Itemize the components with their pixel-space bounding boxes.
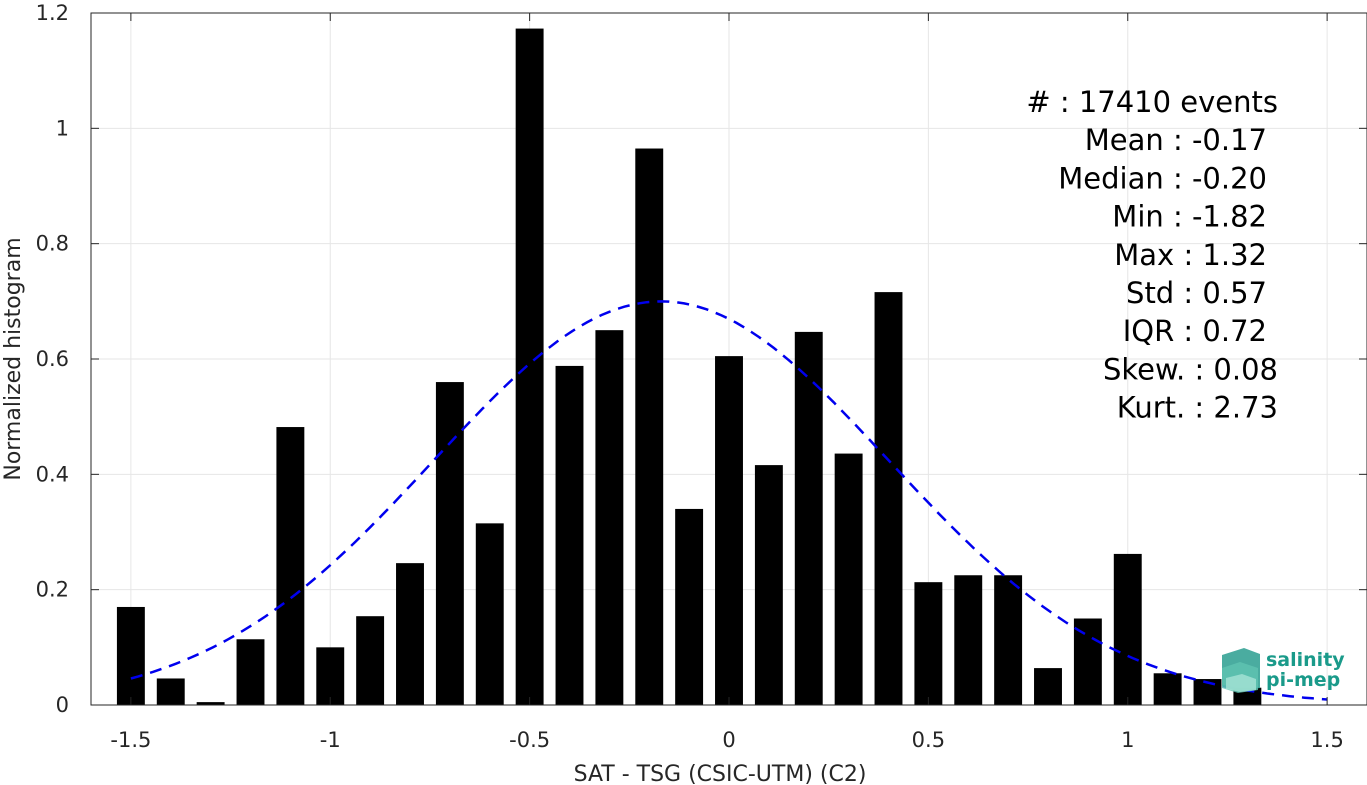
histogram-bar [356,616,385,705]
y-tick-label: 0.4 [36,462,69,486]
stats-line: Mean : -0.17 [1085,123,1267,157]
gaussian-fit-curve [130,300,1328,701]
x-tick-label: 0.5 [912,728,945,752]
histogram-bar [515,28,544,705]
histogram-bar [595,330,624,705]
histogram-bar [116,606,145,705]
x-axis-ticks: -1.5 -1 -0.5 0 0.5 1 1.5 [110,13,1344,752]
histogram-bar [834,453,863,705]
histogram-bar [1073,618,1102,705]
x-axis-title: SAT - TSG (CSIC-UTM) (C2) [574,762,867,785]
histogram-bar [794,331,823,705]
y-axis-ticks: 0 0.2 0.4 0.6 0.8 1 1.2 [36,1,1367,717]
stats-line: Skew. : 0.08 [1103,352,1278,386]
x-tick-label: 1 [1121,728,1134,752]
histogram-bar [1113,553,1142,705]
y-tick-label: 0.2 [36,578,69,602]
histogram-bar [276,427,305,705]
histogram-bar [954,575,983,705]
histogram-bar [156,678,185,705]
histogram-bar [475,523,504,705]
histogram-bar [196,702,225,705]
stats-line: Std : 0.57 [1126,276,1267,310]
statistics-box: # : 17410 events Mean : -0.17 Median : -0.… [1026,85,1278,425]
histogram-bar [555,365,584,705]
y-tick-label: 0.6 [36,347,69,371]
x-tick-label: -1 [320,728,341,752]
stats-line: Median : -0.20 [1058,161,1267,195]
stats-line: # : 17410 events [1026,85,1278,119]
logo-mark [1222,648,1260,693]
logo-text-line1: salinity [1266,649,1345,671]
histogram-bar [1034,668,1062,705]
histogram-bars [116,28,1262,705]
stats-line: Min : -1.82 [1112,200,1267,234]
y-tick-label: 0 [56,693,69,717]
histogram-bar [236,639,265,705]
x-tick-label: -0.5 [509,728,550,752]
stats-line: Kurt. : 2.73 [1117,391,1278,425]
histogram-bar [675,508,704,705]
y-tick-label: 0.8 [36,232,69,256]
x-tick-label: -1.5 [110,728,151,752]
histogram-bar [396,563,424,705]
y-tick-label: 1.2 [36,1,69,25]
histogram-bar [435,382,464,705]
x-tick-label: 1.5 [1310,728,1343,752]
histogram-bar [994,575,1023,705]
histogram-bar [754,465,783,705]
x-tick-label: 0 [722,728,735,752]
logo-text-line2: pi-mep [1266,669,1340,691]
histogram-bar [316,647,345,705]
y-tick-label: 1 [56,116,69,140]
histogram-bar [1153,673,1182,705]
stats-line: Max : 1.32 [1114,238,1267,272]
histogram-bar [715,356,743,705]
histogram-bar [874,292,903,705]
y-axis-title: Normalized histogram [1,237,26,480]
salinity-pi-mep-logo: salinity pi-mep [1222,648,1345,693]
stats-line: IQR : 0.72 [1123,314,1267,348]
histogram-bar [635,148,664,705]
histogram-bar [914,582,943,705]
